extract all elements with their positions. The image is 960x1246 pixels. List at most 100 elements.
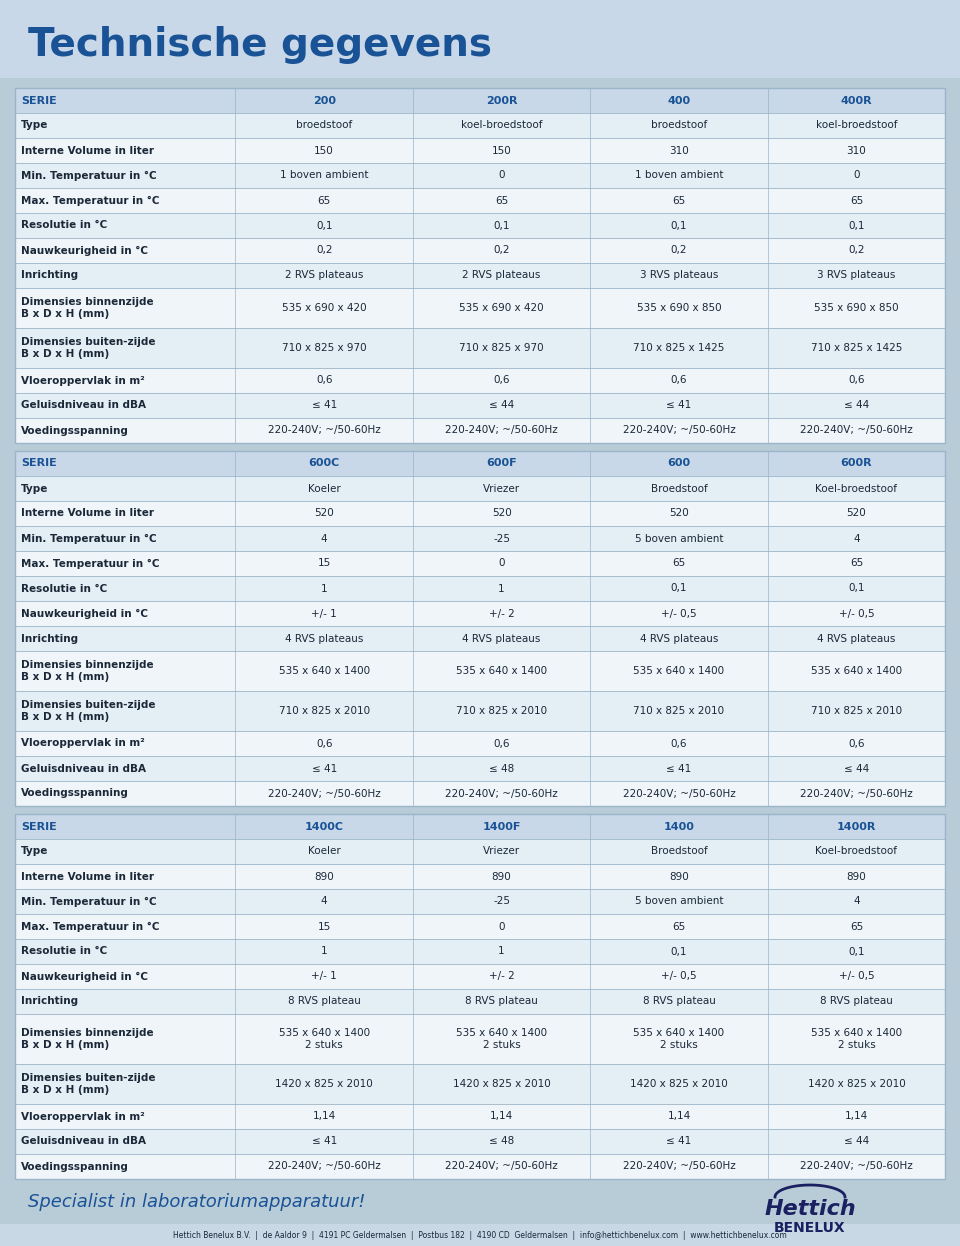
Text: 220-240V; ~/50-60Hz: 220-240V; ~/50-60Hz — [445, 425, 558, 436]
Bar — [15, 213, 945, 238]
Text: +/- 2: +/- 2 — [489, 608, 515, 618]
Text: 710 x 825 x 2010: 710 x 825 x 2010 — [278, 706, 370, 716]
Text: 8 RVS plateau: 8 RVS plateau — [466, 997, 538, 1007]
Text: 8 RVS plateau: 8 RVS plateau — [642, 997, 715, 1007]
Text: 535 x 640 x 1400: 535 x 640 x 1400 — [278, 667, 370, 677]
Text: 220-240V; ~/50-60Hz: 220-240V; ~/50-60Hz — [623, 425, 735, 436]
Text: 220-240V; ~/50-60Hz: 220-240V; ~/50-60Hz — [268, 789, 380, 799]
Text: Min. Temperatuur in °C: Min. Temperatuur in °C — [21, 896, 156, 907]
Text: 890: 890 — [314, 871, 334, 881]
Text: 0,6: 0,6 — [671, 739, 687, 749]
Text: 5 boven ambient: 5 boven ambient — [635, 897, 723, 907]
Text: +/- 2: +/- 2 — [489, 972, 515, 982]
Text: 890: 890 — [492, 871, 512, 881]
Text: 220-240V; ~/50-60Hz: 220-240V; ~/50-60Hz — [623, 789, 735, 799]
Text: 1400R: 1400R — [837, 821, 876, 831]
Text: Geluisdniveau in dBA: Geluisdniveau in dBA — [21, 764, 146, 774]
Text: 1,14: 1,14 — [845, 1111, 868, 1121]
Text: Hettich: Hettich — [764, 1199, 856, 1219]
Bar — [15, 1154, 945, 1179]
Text: Interne Volume in liter: Interne Volume in liter — [21, 508, 154, 518]
Text: 310: 310 — [669, 146, 689, 156]
Bar — [15, 1014, 945, 1064]
Bar — [15, 476, 945, 501]
Text: Inrichting: Inrichting — [21, 270, 78, 280]
Text: 4 RVS plateaus: 4 RVS plateaus — [285, 633, 363, 643]
Text: 520: 520 — [669, 508, 689, 518]
Text: SERIE: SERIE — [21, 459, 57, 468]
Bar — [15, 501, 945, 526]
Text: 0,6: 0,6 — [671, 375, 687, 385]
Bar — [15, 915, 945, 939]
Text: broedstoof: broedstoof — [296, 121, 352, 131]
Text: Technische gegevens: Technische gegevens — [28, 26, 492, 64]
Text: Nauwkeurigheid in °C: Nauwkeurigheid in °C — [21, 608, 148, 618]
Text: ≤ 44: ≤ 44 — [844, 400, 869, 410]
Text: 710 x 825 x 2010: 710 x 825 x 2010 — [634, 706, 725, 716]
Text: 4: 4 — [321, 533, 327, 543]
Text: Dimensies binnenzijde
B x D x H (mm): Dimensies binnenzijde B x D x H (mm) — [21, 297, 154, 319]
Text: Min. Temperatuur in °C: Min. Temperatuur in °C — [21, 171, 156, 181]
Text: Min. Temperatuur in °C: Min. Temperatuur in °C — [21, 533, 156, 543]
Text: 710 x 825 x 2010: 710 x 825 x 2010 — [456, 706, 547, 716]
Text: 200: 200 — [313, 96, 336, 106]
Text: 4 RVS plateaus: 4 RVS plateaus — [817, 633, 896, 643]
Text: 0,2: 0,2 — [316, 245, 332, 255]
Text: 0,6: 0,6 — [849, 739, 865, 749]
Text: 65: 65 — [495, 196, 508, 206]
Text: +/- 0,5: +/- 0,5 — [839, 608, 875, 618]
Text: 535 x 690 x 420: 535 x 690 x 420 — [459, 303, 544, 313]
Bar — [15, 1064, 945, 1104]
Bar — [15, 814, 945, 839]
Text: 1 boven ambient: 1 boven ambient — [280, 171, 369, 181]
Text: 1: 1 — [498, 583, 505, 593]
Text: Inrichting: Inrichting — [21, 633, 78, 643]
Text: 520: 520 — [847, 508, 866, 518]
Text: 710 x 825 x 970: 710 x 825 x 970 — [459, 343, 544, 353]
Text: 1420 x 825 x 2010: 1420 x 825 x 2010 — [630, 1079, 728, 1089]
Bar — [15, 138, 945, 163]
Bar — [15, 625, 945, 650]
Text: 0,1: 0,1 — [671, 947, 687, 957]
Text: +/- 0,5: +/- 0,5 — [661, 972, 697, 982]
Text: 220-240V; ~/50-60Hz: 220-240V; ~/50-60Hz — [445, 1161, 558, 1171]
Text: 710 x 825 x 1425: 710 x 825 x 1425 — [811, 343, 902, 353]
Text: +/- 0,5: +/- 0,5 — [661, 608, 697, 618]
Text: 520: 520 — [492, 508, 512, 518]
Text: 710 x 825 x 1425: 710 x 825 x 1425 — [634, 343, 725, 353]
Text: 535 x 640 x 1400
2 stuks: 535 x 640 x 1400 2 stuks — [634, 1028, 725, 1050]
Text: 0: 0 — [498, 171, 505, 181]
Text: 1 boven ambient: 1 boven ambient — [635, 171, 723, 181]
Text: 535 x 640 x 1400: 535 x 640 x 1400 — [811, 667, 902, 677]
Text: +/- 1: +/- 1 — [311, 608, 337, 618]
Text: 1,14: 1,14 — [667, 1111, 690, 1121]
Bar — [15, 692, 945, 731]
Bar — [15, 731, 945, 756]
Text: 65: 65 — [850, 558, 863, 568]
Text: Vriezer: Vriezer — [483, 846, 520, 856]
Text: -25: -25 — [493, 897, 510, 907]
Text: +/- 1: +/- 1 — [311, 972, 337, 982]
Text: ≤ 48: ≤ 48 — [489, 764, 515, 774]
Text: Broedstoof: Broedstoof — [651, 846, 708, 856]
Text: Broedstoof: Broedstoof — [651, 483, 708, 493]
Bar — [15, 368, 945, 392]
Bar — [15, 188, 945, 213]
Text: 220-240V; ~/50-60Hz: 220-240V; ~/50-60Hz — [445, 789, 558, 799]
Text: Interne Volume in liter: Interne Volume in liter — [21, 871, 154, 881]
Text: ≤ 41: ≤ 41 — [666, 1136, 691, 1146]
Text: Interne Volume in liter: Interne Volume in liter — [21, 146, 154, 156]
Text: 200R: 200R — [486, 96, 517, 106]
Text: 3 RVS plateaus: 3 RVS plateaus — [639, 270, 718, 280]
Text: Geluisdniveau in dBA: Geluisdniveau in dBA — [21, 1136, 146, 1146]
Text: Koeler: Koeler — [308, 483, 341, 493]
Bar — [15, 939, 945, 964]
Text: 0,6: 0,6 — [316, 739, 332, 749]
Bar — [15, 839, 945, 863]
Text: SERIE: SERIE — [21, 96, 57, 106]
Text: 65: 65 — [672, 558, 685, 568]
Text: 4: 4 — [321, 897, 327, 907]
Text: Specialist in laboratoriumapparatuur!: Specialist in laboratoriumapparatuur! — [28, 1192, 366, 1211]
Text: Vloeroppervlak in m²: Vloeroppervlak in m² — [21, 739, 145, 749]
Text: ≤ 41: ≤ 41 — [666, 400, 691, 410]
